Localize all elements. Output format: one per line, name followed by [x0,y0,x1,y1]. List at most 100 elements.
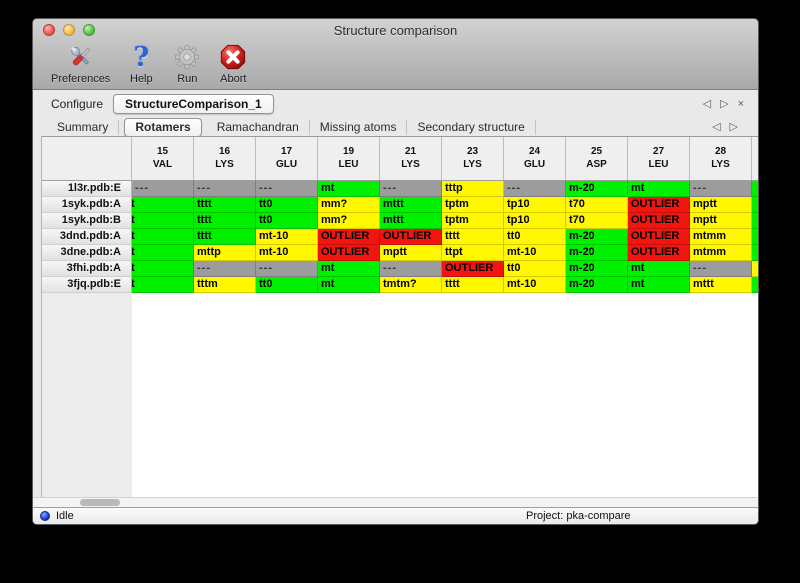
column-header-17[interactable]: 17 GLU [256,137,318,180]
rotamer-cell[interactable]: tt0 [256,213,318,229]
rotamer-cell[interactable]: mttt [690,277,752,293]
rotamer-cell[interactable]: t70 [566,197,628,213]
rotamer-cell[interactable]: --- [690,181,752,197]
rotamer-cell[interactable]: OUTLIER [628,229,690,245]
rotamer-cell[interactable]: mttt [380,213,442,229]
rotamer-cell[interactable]: mptt [690,213,752,229]
rotamer-cell[interactable]: mt-10 [504,245,566,261]
rotamer-cell[interactable]: m-20 [566,261,628,277]
rotamer-cell-partial[interactable] [752,245,758,261]
rotamer-cell[interactable]: --- [256,181,318,197]
rotamer-cell[interactable]: OUTLIER [628,213,690,229]
rotamer-cell[interactable]: OUTLIER [628,197,690,213]
rotamer-cell[interactable]: OUTLIER [318,245,380,261]
tab-ramachandran[interactable]: Ramachandran [207,119,310,135]
column-header-16[interactable]: 16 LYS [194,137,256,180]
rotamer-cell[interactable]: mptt [380,245,442,261]
close-session-icon[interactable]: × [737,97,744,110]
rotamer-cell[interactable]: t [132,277,194,293]
rotamer-cell[interactable]: m-20 [566,277,628,293]
rotamer-cell[interactable]: mt-10 [256,229,318,245]
run-button[interactable]: Run [172,42,202,85]
prev-session-icon[interactable]: ◁ [702,97,712,110]
rotamer-cell[interactable]: mt [318,277,380,293]
rotamer-cell[interactable]: t [132,197,194,213]
rotamer-cell[interactable]: --- [380,181,442,197]
rotamer-cell-partial[interactable] [752,277,758,293]
column-header-25[interactable]: 25 ASP [566,137,628,180]
rotamer-cell[interactable]: tttt [194,197,256,213]
rotamer-cell[interactable]: mt [628,277,690,293]
rotamer-cell[interactable]: tttt [442,277,504,293]
rotamer-cell[interactable]: t [132,245,194,261]
rotamer-cell[interactable]: OUTLIER [380,229,442,245]
rotamer-cell[interactable]: m-20 [566,181,628,197]
rotamer-cell[interactable]: tt0 [256,197,318,213]
rotamer-cell[interactable]: OUTLIER [628,245,690,261]
rotamer-cell[interactable]: mt-10 [256,245,318,261]
rotamer-cell[interactable]: OUTLIER [318,229,380,245]
rotamer-cell[interactable]: mptt [690,197,752,213]
column-header-28[interactable]: 28 LYS [690,137,752,180]
abort-button[interactable]: Abort [218,42,248,85]
column-header-24[interactable]: 24 GLU [504,137,566,180]
rotamer-cell[interactable]: tptm [442,197,504,213]
rotamer-cell[interactable]: --- [132,181,194,197]
zoom-window-button[interactable] [83,24,95,36]
rotamer-cell[interactable]: mt [318,261,380,277]
rotamer-cell[interactable]: tttm [194,277,256,293]
rotamer-cell[interactable]: tttt [194,229,256,245]
tab-summary[interactable]: Summary [47,119,120,135]
rotamer-cell[interactable]: tt0 [504,229,566,245]
horizontal-scrollbar[interactable] [33,497,758,507]
rotamer-cell[interactable]: tttp [442,181,504,197]
rotamer-cell[interactable]: --- [504,181,566,197]
help-button[interactable]: ? Help [126,42,156,86]
column-header-21[interactable]: 21 LYS [380,137,442,180]
rotamer-cell[interactable]: tt0 [256,277,318,293]
rotamer-cell-partial[interactable] [752,229,758,245]
rotamer-cell[interactable]: tttt [194,213,256,229]
rotamer-cell[interactable]: mtmm [690,245,752,261]
rotamer-cell-partial[interactable] [752,213,758,229]
rotamer-cell[interactable]: m-20 [566,245,628,261]
rotamer-cell[interactable]: mm? [318,213,380,229]
close-window-button[interactable] [43,24,55,36]
rotamer-cell[interactable]: --- [256,261,318,277]
rotamer-cell[interactable]: --- [690,261,752,277]
rotamer-cell[interactable]: mm? [318,197,380,213]
preferences-button[interactable]: Preferences [51,42,110,85]
rotamer-cell[interactable]: t [132,261,194,277]
rotamer-cell-partial[interactable] [752,181,758,197]
tab-secondary-structure[interactable]: Secondary structure [407,119,536,135]
rotamer-cell[interactable]: t [132,229,194,245]
rotamer-cell[interactable]: tmtm? [380,277,442,293]
next-session-icon[interactable]: ▷ [720,97,729,110]
rotamer-cell[interactable]: t70 [566,213,628,229]
rotamer-cell[interactable]: mttp [194,245,256,261]
rotamer-cell[interactable]: tp10 [504,213,566,229]
column-header-27[interactable]: 27 LEU [628,137,690,180]
rotamer-cell[interactable]: mtmm [690,229,752,245]
titlebar[interactable]: Structure comparison [33,19,758,41]
scrollbar-thumb[interactable] [80,499,120,506]
next-tab-icon[interactable]: ▷ [729,120,738,133]
rotamer-cell[interactable]: mt [318,181,380,197]
rotamer-cell[interactable]: tt0 [504,261,566,277]
rotamer-cell[interactable]: OUTLIER [442,261,504,277]
session-tab[interactable]: StructureComparison_1 [113,94,274,114]
rotamer-cell[interactable]: mt [628,181,690,197]
tab-missing-atoms[interactable]: Missing atoms [310,119,408,135]
rotamer-cell[interactable]: tttt [442,229,504,245]
minimize-window-button[interactable] [63,24,75,36]
rotamer-cell[interactable]: --- [380,261,442,277]
rotamer-cell[interactable]: ttpt [442,245,504,261]
rotamer-cell-partial[interactable] [752,261,758,277]
rotamer-cell[interactable]: tptm [442,213,504,229]
rotamer-cell[interactable]: mt-10 [504,277,566,293]
rotamer-cell[interactable]: tp10 [504,197,566,213]
column-header-19[interactable]: 19 LEU [318,137,380,180]
column-header-15[interactable]: 15 VAL [132,137,194,180]
rotamer-cell[interactable]: m-20 [566,229,628,245]
rotamer-cell[interactable]: --- [194,181,256,197]
